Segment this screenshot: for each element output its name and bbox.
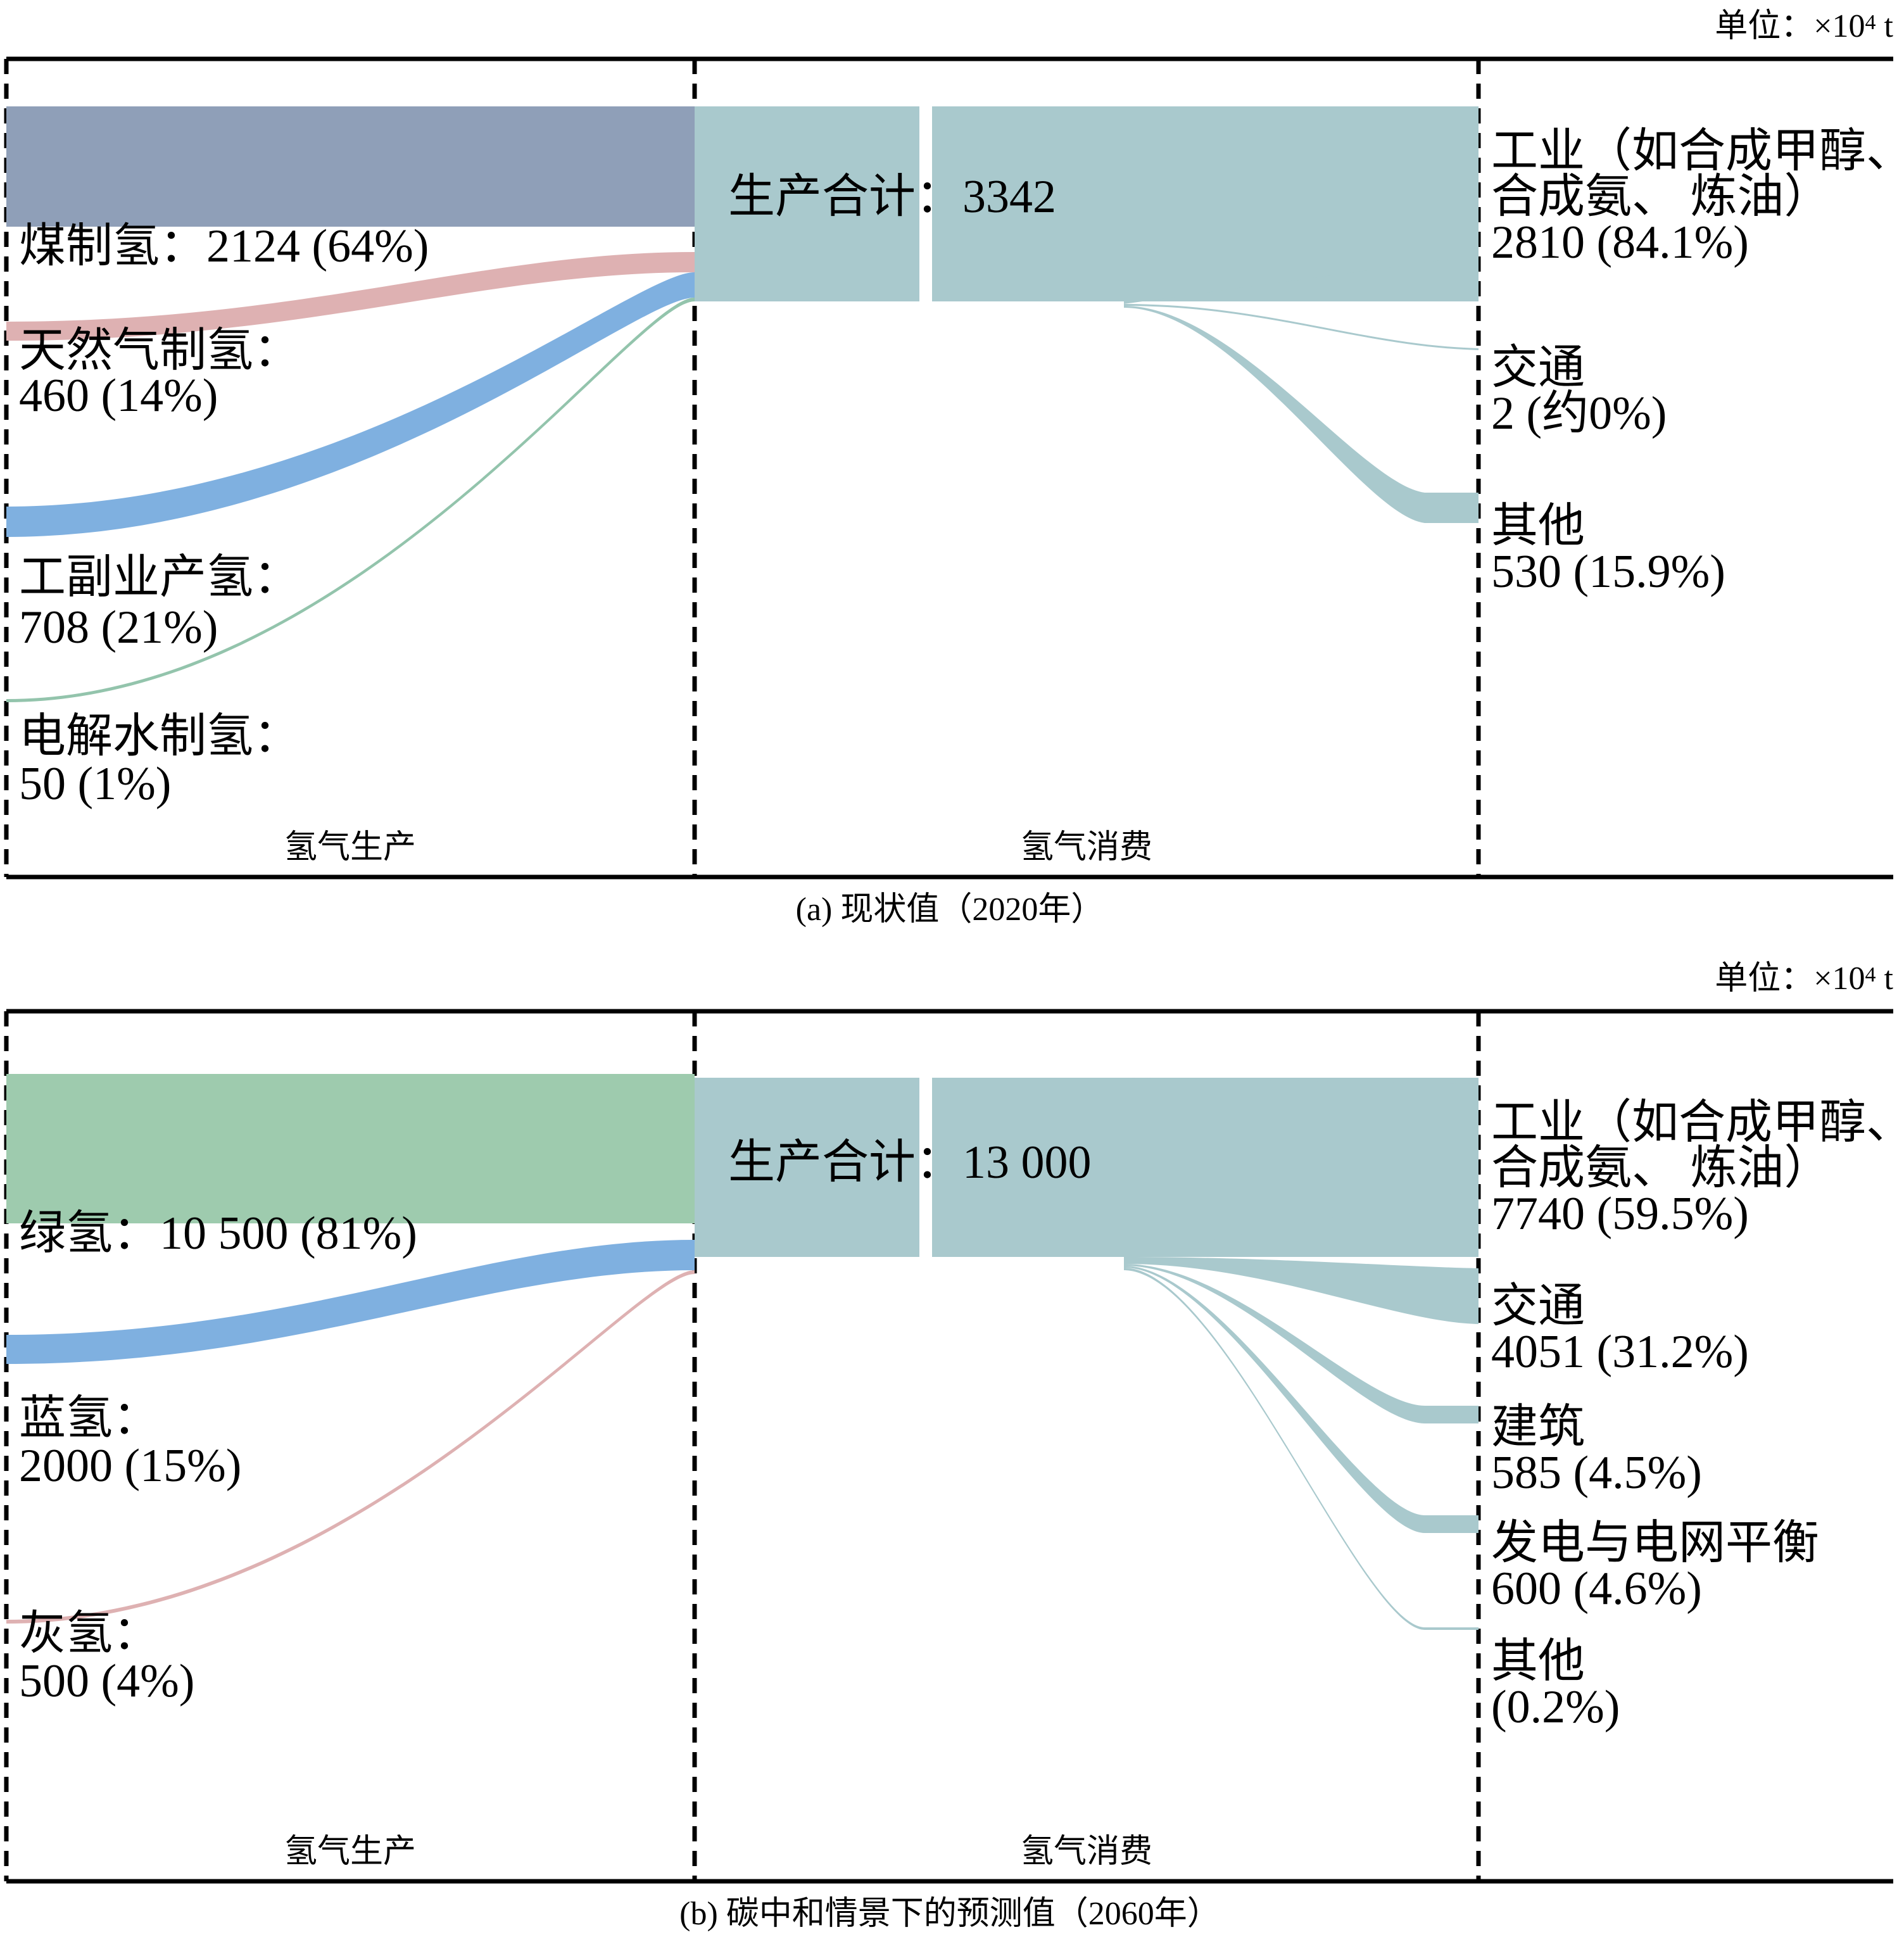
svg-text:生产合计：13 000: 生产合计：13 000 (728, 1137, 1092, 1189)
svg-text:合成氨、 炼油）: 合成氨、 炼油） (1491, 1142, 1831, 1194)
svg-text:合成氨、 炼油）: 合成氨、 炼油） (1491, 171, 1831, 223)
svg-text:单位：×104 t: 单位：×104 t (1715, 8, 1893, 44)
svg-text:530 (15.9%): 530 (15.9%) (1491, 546, 1725, 598)
svg-text:交通: 交通 (1491, 1280, 1585, 1332)
svg-text:4051 (31.2%): 4051 (31.2%) (1491, 1326, 1749, 1378)
svg-text:生产合计：3342: 生产合计：3342 (728, 171, 1056, 223)
svg-text:工业（如合成甲醇、: 工业（如合成甲醇、 (1491, 1097, 1904, 1149)
svg-text:708 (21%): 708 (21%) (19, 602, 218, 653)
svg-text:7740 (59.5%): 7740 (59.5%) (1491, 1188, 1749, 1240)
svg-text:煤制氢：2124 (64%): 煤制氢：2124 (64%) (19, 220, 429, 272)
svg-text:氢气消费: 氢气消费 (1021, 1834, 1152, 1870)
svg-text:600 (4.6%): 600 (4.6%) (1491, 1563, 1702, 1615)
svg-text:发电与电网平衡: 发电与电网平衡 (1491, 1517, 1819, 1569)
svg-text:50 (1%): 50 (1%) (19, 758, 171, 810)
svg-text:(a) 现状值（2020年）: (a) 现状值（2020年） (796, 892, 1104, 928)
svg-text:单位：×104 t: 单位：×104 t (1715, 961, 1893, 997)
svg-text:氢气生产: 氢气生产 (284, 830, 416, 866)
svg-text:建筑: 建筑 (1491, 1401, 1585, 1453)
svg-text:2810 (84.1%): 2810 (84.1%) (1491, 217, 1749, 268)
svg-text:460 (14%): 460 (14%) (19, 370, 218, 422)
svg-text:氢气消费: 氢气消费 (1021, 830, 1152, 866)
svg-text:(0.2%): (0.2%) (1491, 1681, 1620, 1733)
svg-text:其他: 其他 (1491, 1636, 1585, 1688)
svg-text:(b) 碳中和情景下的预测值（2060年）: (b) 碳中和情景下的预测值（2060年） (679, 1896, 1220, 1932)
svg-text:工业（如合成甲醇、: 工业（如合成甲醇、 (1491, 125, 1904, 177)
svg-text:绿氢：10 500 (81%): 绿氢：10 500 (81%) (19, 1208, 417, 1259)
svg-text:工副业产氢：: 工副业产氢： (19, 552, 300, 603)
svg-text:电解水制氢：: 电解水制氢： (19, 710, 300, 762)
svg-text:2000 (15%): 2000 (15%) (19, 1440, 241, 1492)
svg-text:灰氢：: 灰氢： (19, 1608, 160, 1660)
svg-text:500 (4%): 500 (4%) (19, 1655, 194, 1707)
svg-text:2 (约0%): 2 (约0%) (1491, 388, 1667, 439)
svg-text:交通: 交通 (1491, 342, 1585, 394)
svg-text:其他: 其他 (1491, 500, 1585, 552)
svg-text:585 (4.5%): 585 (4.5%) (1491, 1447, 1702, 1499)
svg-text:蓝氢：: 蓝氢： (19, 1392, 160, 1444)
svg-text:天然气制氢：: 天然气制氢： (19, 325, 300, 377)
svg-text:氢气生产: 氢气生产 (284, 1834, 416, 1870)
